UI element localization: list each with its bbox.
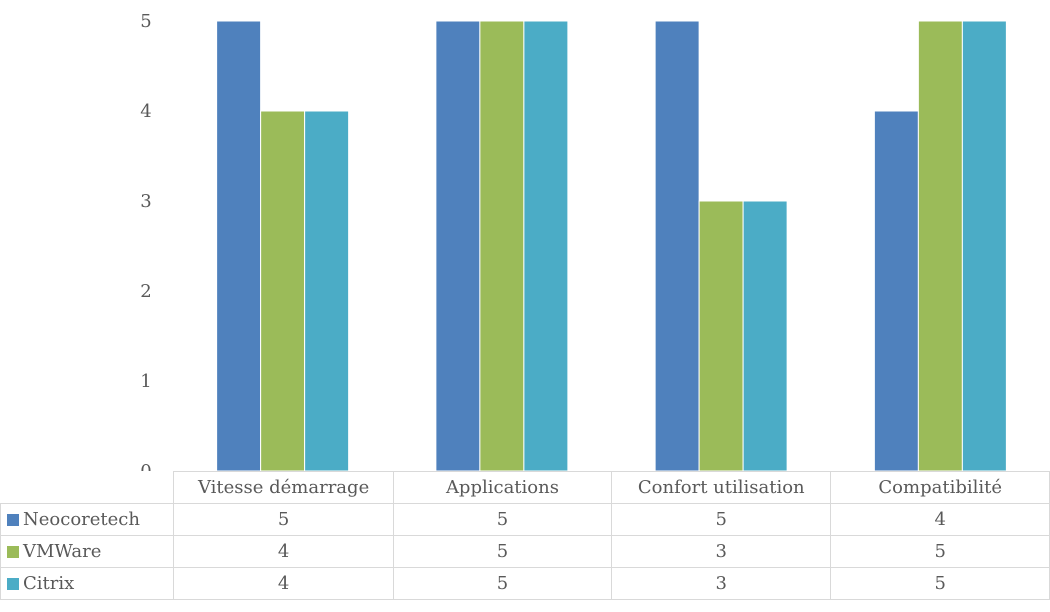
bar-vmware-1 xyxy=(479,20,525,471)
bar-neocoretech-2 xyxy=(654,20,700,471)
bar-neocoretech-0 xyxy=(216,20,262,471)
legend-swatch xyxy=(7,578,19,590)
legend-entry: Citrix xyxy=(0,567,175,600)
bar-citrix-3 xyxy=(961,20,1007,471)
data-table: Vitesse démarrage Applications Confort uti… xyxy=(0,471,1050,600)
legend-swatch xyxy=(7,514,19,526)
data-value: 4 xyxy=(830,503,1050,536)
legend-label: VMWare xyxy=(23,541,102,562)
category-label: Applications xyxy=(392,471,613,504)
data-value: 5 xyxy=(392,503,613,536)
bar-citrix-0 xyxy=(304,110,350,471)
data-value: 3 xyxy=(611,567,832,600)
bar-chart: 0 1 2 3 4 5 xyxy=(140,11,1007,471)
y-tick-label: 0 xyxy=(140,461,151,471)
legend-swatch xyxy=(7,546,19,558)
bar-citrix-2 xyxy=(742,200,788,471)
y-tick-label: 2 xyxy=(140,281,151,302)
table-row: Citrix 4 5 3 5 xyxy=(0,567,1050,600)
data-value: 3 xyxy=(611,535,832,568)
category-label: Confort utilisation xyxy=(611,471,832,504)
bar-citrix-1 xyxy=(523,20,569,471)
data-value: 5 xyxy=(392,535,613,568)
y-tick-label: 4 xyxy=(140,101,151,122)
bar-vmware-3 xyxy=(917,20,963,471)
y-axis: 0 1 2 3 4 5 xyxy=(140,11,151,471)
data-value: 5 xyxy=(173,503,394,536)
table-header-row: Vitesse démarrage Applications Confort uti… xyxy=(0,471,1050,504)
legend-label: Neocoretech xyxy=(23,509,140,530)
bar-neocoretech-1 xyxy=(435,20,481,471)
table-row: VMWare 4 5 3 5 xyxy=(0,535,1050,568)
bars xyxy=(216,20,1007,471)
bar-vmware-0 xyxy=(260,110,306,471)
data-value: 4 xyxy=(173,535,394,568)
data-value: 5 xyxy=(611,503,832,536)
y-tick-label: 3 xyxy=(140,191,151,212)
legend-entry: VMWare xyxy=(0,535,175,568)
category-label: Vitesse démarrage xyxy=(173,471,394,504)
y-tick-label: 1 xyxy=(140,371,151,392)
data-value: 5 xyxy=(392,567,613,600)
table-row: Neocoretech 5 5 5 4 xyxy=(0,503,1050,536)
bar-neocoretech-3 xyxy=(873,110,919,471)
table-corner xyxy=(0,471,175,504)
data-value: 4 xyxy=(173,567,394,600)
data-value: 5 xyxy=(830,535,1050,568)
legend-label: Citrix xyxy=(23,573,75,594)
category-label: Compatibilité xyxy=(830,471,1050,504)
legend-entry: Neocoretech xyxy=(0,503,175,536)
bar-vmware-2 xyxy=(698,200,744,471)
y-tick-label: 5 xyxy=(140,11,151,32)
data-value: 5 xyxy=(830,567,1050,600)
